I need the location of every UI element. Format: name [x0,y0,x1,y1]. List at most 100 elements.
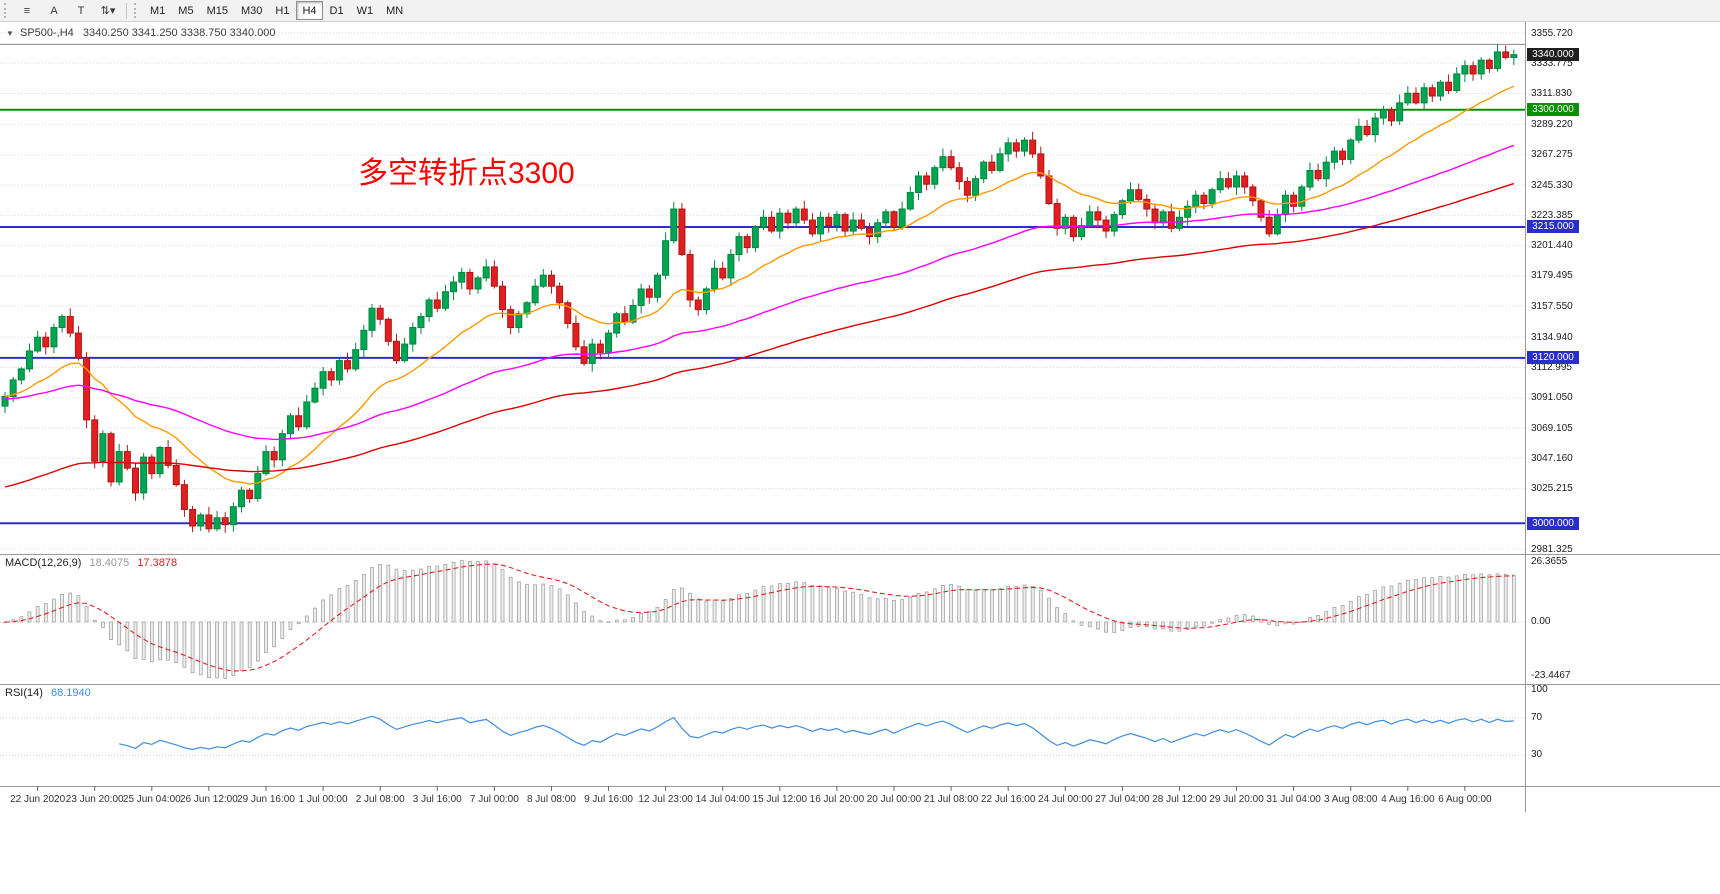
date-label: 26 Jun 12:00 [179,794,238,805]
candle [1037,153,1045,177]
date-label: 22 Jul 16:00 [980,794,1036,805]
candle [1110,214,1118,232]
candle [197,514,205,527]
candle [760,216,767,228]
candle [327,371,335,381]
candle [376,307,384,320]
text-tool-icon[interactable]: T [77,4,85,17]
candle [189,508,197,527]
time-axis[interactable]: 22 Jun 2020 23 Jun 20:00 25 Jun 04:00 26 Ju… [0,786,1720,812]
candle [42,336,50,348]
candle [286,415,294,435]
candle [229,506,237,526]
candle [401,343,409,362]
candle [58,316,66,329]
candle [74,332,82,359]
candle [1306,169,1314,188]
candle [1127,189,1135,202]
date-label: 3 Jul 16:00 [412,794,462,805]
candle [1412,92,1420,104]
candle [1094,211,1102,221]
candle [278,433,286,461]
toolbar-grip-handle[interactable] [134,3,140,18]
macd-main-value: 18.4075 [89,557,130,569]
candle [800,208,808,221]
candle [490,266,498,287]
chart-text-annotation[interactable]: 多空转折点3300 [358,157,575,190]
timeframe-button-mn[interactable]: MN [386,4,404,17]
candle [988,161,996,171]
macd-signal-value: 17.3878 [137,557,178,569]
candle [792,208,800,224]
candle [213,517,221,530]
chart-mode-icon[interactable]: ≡ [23,4,31,17]
candle [1192,194,1200,207]
candle [417,316,425,329]
timeframe-button-d1[interactable]: D1 [329,4,344,17]
candle [205,514,213,530]
candle [1273,214,1281,235]
date-label: 16 Jul 20:00 [809,794,865,805]
candle [1265,216,1273,235]
timeframe-button-m1[interactable]: M1 [150,4,166,17]
toolbar-grip-handle[interactable] [4,3,10,18]
timeframe-button-m15[interactable]: M15 [206,4,228,17]
candle [711,267,719,290]
timeframe-button-h1[interactable]: H1 [275,4,290,17]
timeframe-button-h4[interactable]: H4 [296,1,323,20]
candle [131,467,139,494]
candle [1151,208,1159,224]
chart-title-ohlc: 3340.250 3341.250 3338.750 3340.000 [82,27,276,39]
candle [1363,125,1371,136]
candle [972,178,980,196]
candle [360,329,368,351]
candle [1404,92,1412,104]
candle [564,302,572,324]
candle [1477,59,1485,75]
rsi-indicator-header: RSI(14) 68.1940 [5,687,91,699]
timeframe-button-m30[interactable]: M30 [240,4,263,17]
candle [1290,194,1298,207]
candle [637,288,645,307]
candle [1020,139,1028,152]
candle [433,299,441,309]
candle [123,451,131,469]
candle [180,484,188,510]
candle [1078,225,1086,238]
date-label: 23 Jun 20:00 [65,794,124,805]
macd-histogram [3,559,1516,679]
arrow-tools-dropdown-icon[interactable]: ⇅▾ [100,5,116,17]
candle [825,216,833,227]
candle [1314,169,1322,180]
candle [1298,186,1306,207]
text-label-tool-icon[interactable]: A [50,4,58,17]
date-label: 21 Jul 08:00 [923,794,979,805]
candle [1,395,9,407]
candle [580,346,588,364]
candle [768,216,776,232]
candle [474,277,482,290]
candle [1045,175,1053,205]
candle [1029,139,1037,155]
candle [425,299,433,318]
candle [482,266,490,279]
candle [270,451,278,461]
timeframe-button-w1[interactable]: W1 [356,4,374,17]
candle [1502,51,1510,58]
candle [1053,203,1061,229]
candle [735,236,743,256]
date-label: 3 Aug 08:00 [1324,794,1378,805]
candle [1159,211,1167,224]
symbol-dropdown-icon[interactable]: ▼ [6,29,14,38]
date-label: 29 Jul 20:00 [1209,794,1264,805]
candle [678,208,686,256]
candle [1012,142,1020,152]
candle [1420,87,1428,104]
timeframe-button-m5[interactable]: M5 [178,4,194,17]
candle [1249,186,1257,202]
candle [719,267,727,279]
candle [1388,109,1396,122]
toolbar-separator [126,2,127,19]
candle [866,227,874,238]
